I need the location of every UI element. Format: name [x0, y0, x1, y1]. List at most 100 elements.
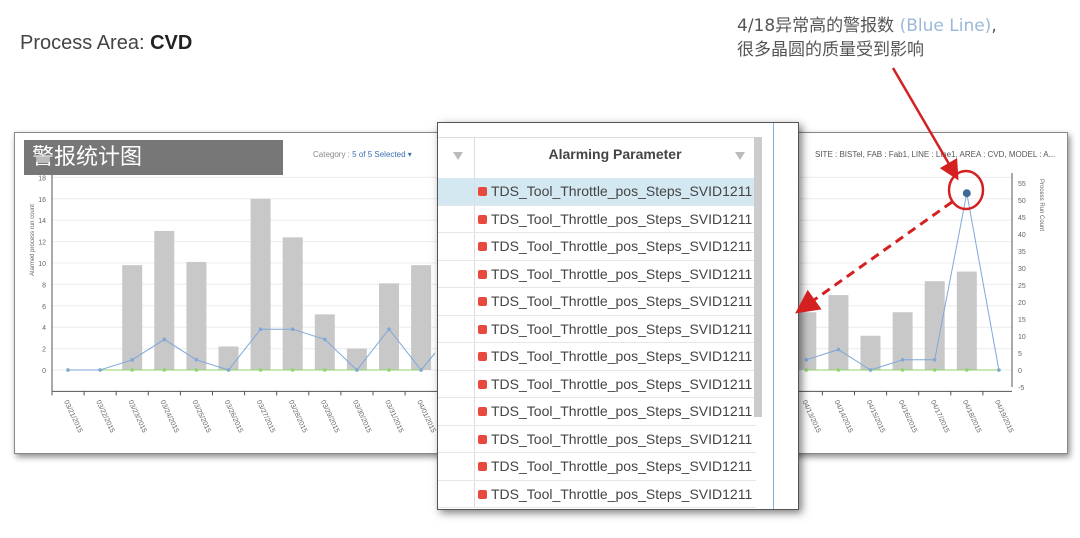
x-tick-label: 04/01/2015: [415, 399, 436, 434]
category-filter[interactable]: Category : 5 of 5 Selected ▾: [313, 150, 412, 159]
bar: [154, 230, 175, 370]
category-label: Category :: [313, 150, 350, 159]
status-icon: [478, 407, 487, 416]
x-tick-label: 03/31/2015: [383, 399, 404, 434]
filter-icon[interactable]: [453, 152, 463, 160]
y-tick-label-left: 10: [38, 261, 46, 268]
x-tick-label: 03/22/2015: [94, 399, 115, 434]
x-tick-label: 04/14/2015: [833, 399, 854, 434]
x-tick-label: 03/23/2015: [126, 399, 147, 434]
y-tick-label-right: -5: [1018, 385, 1024, 392]
x-tick-label: 04/17/2015: [929, 399, 950, 434]
chart-badge: 警报统计图: [24, 140, 283, 175]
data-point: [162, 337, 167, 342]
list-item[interactable]: TDS_Tool_Throttle_pos_Steps_SVID1211: [438, 315, 756, 343]
filter-icon[interactable]: [735, 152, 745, 160]
status-icon: [478, 489, 487, 499]
row-cell: [438, 288, 475, 315]
y-tick-label-left: 4: [42, 325, 46, 332]
list-item[interactable]: TDS_Tool_Throttle_pos_Steps_SVID1211: [438, 425, 756, 453]
y-tick-label-left: 12: [38, 240, 46, 247]
y-tick-label-left: 2: [42, 347, 46, 354]
bar: [250, 198, 271, 370]
row-cell: [438, 398, 475, 425]
x-tick-label: 04/16/2015: [897, 399, 918, 434]
bar: [892, 312, 913, 370]
parameter-name: TDS_Tool_Throttle_pos_Steps_SVID1211: [491, 485, 753, 502]
y-tick-label-right: 20: [1018, 300, 1026, 307]
data-point: [900, 358, 905, 362]
alarming-parameter-popup: Alarming Parameter TDS_Tool_Throttle_pos…: [437, 122, 799, 510]
y-tick-label-right: 40: [1018, 232, 1026, 239]
data-point: [323, 337, 327, 342]
row-cell: [438, 453, 475, 480]
list-item[interactable]: TDS_Tool_Throttle_pos_Steps_SVID1211: [438, 370, 756, 398]
column-header-alarming-parameter[interactable]: Alarming Parameter: [548, 146, 682, 162]
x-tick-label: 04/19/2015: [993, 399, 1014, 434]
list-item[interactable]: TDS_Tool_Throttle_pos_Steps_SVID1211: [438, 480, 756, 508]
bar: [122, 265, 143, 370]
data-point: [130, 358, 134, 362]
status-icon: [478, 462, 487, 471]
divider: [773, 123, 774, 509]
data-point: [194, 358, 199, 362]
annotation-blue-line: (Blue Line): [899, 16, 992, 36]
y-tick-label-left: 14: [38, 218, 46, 225]
list-item[interactable]: TDS_Tool_Throttle_pos_Steps_SVID1211: [438, 288, 756, 316]
list-item[interactable]: TDS_Tool_Throttle_pos_Steps_SVID1211: [438, 205, 756, 233]
y-tick-label-right: 55: [1018, 181, 1026, 188]
scrollbar[interactable]: [754, 137, 762, 417]
data-point: [355, 368, 359, 372]
status-icon: [478, 269, 487, 279]
bar: [218, 346, 239, 370]
status-icon: [478, 324, 487, 334]
status-icon: [478, 434, 487, 444]
data-point: [932, 368, 937, 372]
data-point: [387, 327, 391, 332]
x-tick-label: 04/18/2015: [961, 399, 982, 434]
data-point: [836, 368, 841, 372]
bar: [186, 261, 207, 370]
list-item[interactable]: TDS_Tool_Throttle_pos_Steps_SVID1211: [438, 398, 756, 426]
data-point: [194, 368, 199, 372]
x-tick-label: 03/26/2015: [223, 399, 244, 434]
data-point: [804, 368, 809, 372]
y-tick-label-right: 15: [1018, 317, 1026, 324]
series-line: [420, 352, 436, 371]
y-tick-label-left: 6: [42, 304, 46, 311]
list-item[interactable]: TDS_Tool_Throttle_pos_Steps_SVID1211: [438, 178, 756, 206]
bar: [956, 271, 977, 370]
row-cell: [438, 425, 475, 452]
status-icon: [478, 242, 487, 251]
process-area-title: Process Area: CVD: [20, 32, 192, 55]
row-cell: [438, 233, 475, 260]
list-item[interactable]: TDS_Tool_Throttle_pos_Steps_SVID1211: [438, 343, 756, 371]
bar: [860, 335, 881, 370]
y-tick-label-right: 35: [1018, 249, 1026, 256]
y-tick-label-right: 30: [1018, 266, 1026, 273]
status-icon: [478, 297, 487, 306]
y-tick-label-left: 0: [42, 368, 46, 375]
x-tick-label: 03/30/2015: [351, 399, 372, 434]
row-cell: [438, 343, 475, 370]
list-item[interactable]: TDS_Tool_Throttle_pos_Steps_SVID1211: [438, 233, 756, 261]
data-point: [900, 368, 905, 372]
chevron-down-icon[interactable]: ▾: [407, 150, 412, 159]
data-point: [804, 358, 809, 362]
status-icon: [478, 379, 487, 389]
x-tick-label: 04/15/2015: [865, 399, 886, 434]
parameter-name: TDS_Tool_Throttle_pos_Steps_SVID1211: [491, 293, 753, 309]
y-axis-label-right: Process Run Count: [1038, 179, 1044, 231]
list-item[interactable]: TDS_Tool_Throttle_pos_Steps_SVID1211: [438, 453, 756, 481]
bar: [346, 348, 367, 370]
list-item[interactable]: TDS_Tool_Throttle_pos_Steps_SVID1211: [438, 260, 756, 288]
annotation-line2: 很多晶圆的质量受到影响: [737, 40, 924, 60]
y-tick-label-right: 10: [1018, 334, 1026, 341]
data-point: [226, 368, 231, 372]
status-icon: [478, 187, 487, 196]
y-axis-label-left: Alarmed process run count: [30, 204, 36, 276]
annotation: 4/18异常高的警报数 (Blue Line), 很多晶圆的质量受到影响: [737, 14, 997, 62]
category-value[interactable]: 5 of 5 Selected: [352, 150, 406, 159]
x-tick-label: 03/29/2015: [319, 399, 340, 434]
parameter-name: TDS_Tool_Throttle_pos_Steps_SVID1211: [491, 403, 753, 419]
